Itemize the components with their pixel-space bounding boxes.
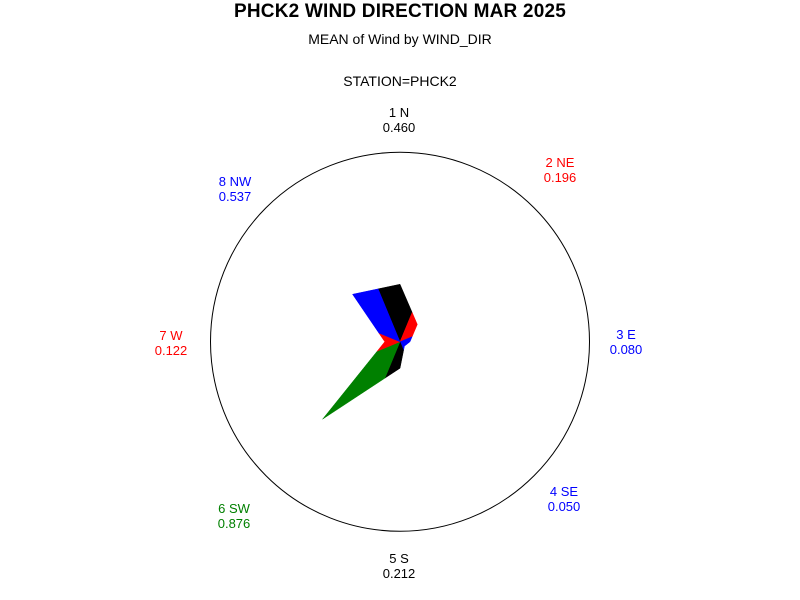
direction-name: 2 NE <box>545 155 575 170</box>
direction-label-s: 5 S 0.212 <box>383 551 416 581</box>
rose-reference-circle <box>210 151 590 532</box>
chart-title: PHCK2 WIND DIRECTION MAR 2025 <box>233 1 566 22</box>
direction-name: 7 W <box>159 328 183 343</box>
direction-label-nw: 8 NW 0.537 <box>219 174 252 204</box>
direction-value: 0.876 <box>217 516 251 531</box>
direction-name: 8 NW <box>218 174 252 189</box>
direction-value: 0.212 <box>382 566 416 581</box>
direction-label-ne: 2 NE 0.196 <box>544 155 577 185</box>
direction-name: 4 SE <box>549 484 579 499</box>
chart-subtitle: MEAN of Wind by WIND_DIR <box>308 31 492 47</box>
rose-sector-sw <box>322 341 401 420</box>
direction-name: 1 N <box>388 105 410 120</box>
direction-name: 3 E <box>616 327 636 342</box>
rose-sectors <box>322 283 418 420</box>
direction-value: 0.196 <box>543 170 577 185</box>
direction-label-se: 4 SE 0.050 <box>548 484 581 514</box>
direction-label-e: 3 E 0.080 <box>610 327 643 357</box>
direction-name: 5 S <box>389 551 409 566</box>
direction-value: 0.460 <box>382 120 416 135</box>
direction-value: 0.537 <box>218 189 252 204</box>
direction-value: 0.050 <box>547 499 581 514</box>
rose-sector-nw <box>352 288 401 343</box>
direction-label-w: 7 W 0.122 <box>155 328 188 358</box>
direction-label-n: 1 N 0.460 <box>383 105 416 135</box>
station-subtitle: STATION=PHCK2 <box>343 73 457 89</box>
direction-value: 0.122 <box>154 343 188 358</box>
direction-value: 0.080 <box>609 342 643 357</box>
direction-name: 6 SW <box>218 501 250 516</box>
direction-label-sw: 6 SW 0.876 <box>218 501 251 531</box>
